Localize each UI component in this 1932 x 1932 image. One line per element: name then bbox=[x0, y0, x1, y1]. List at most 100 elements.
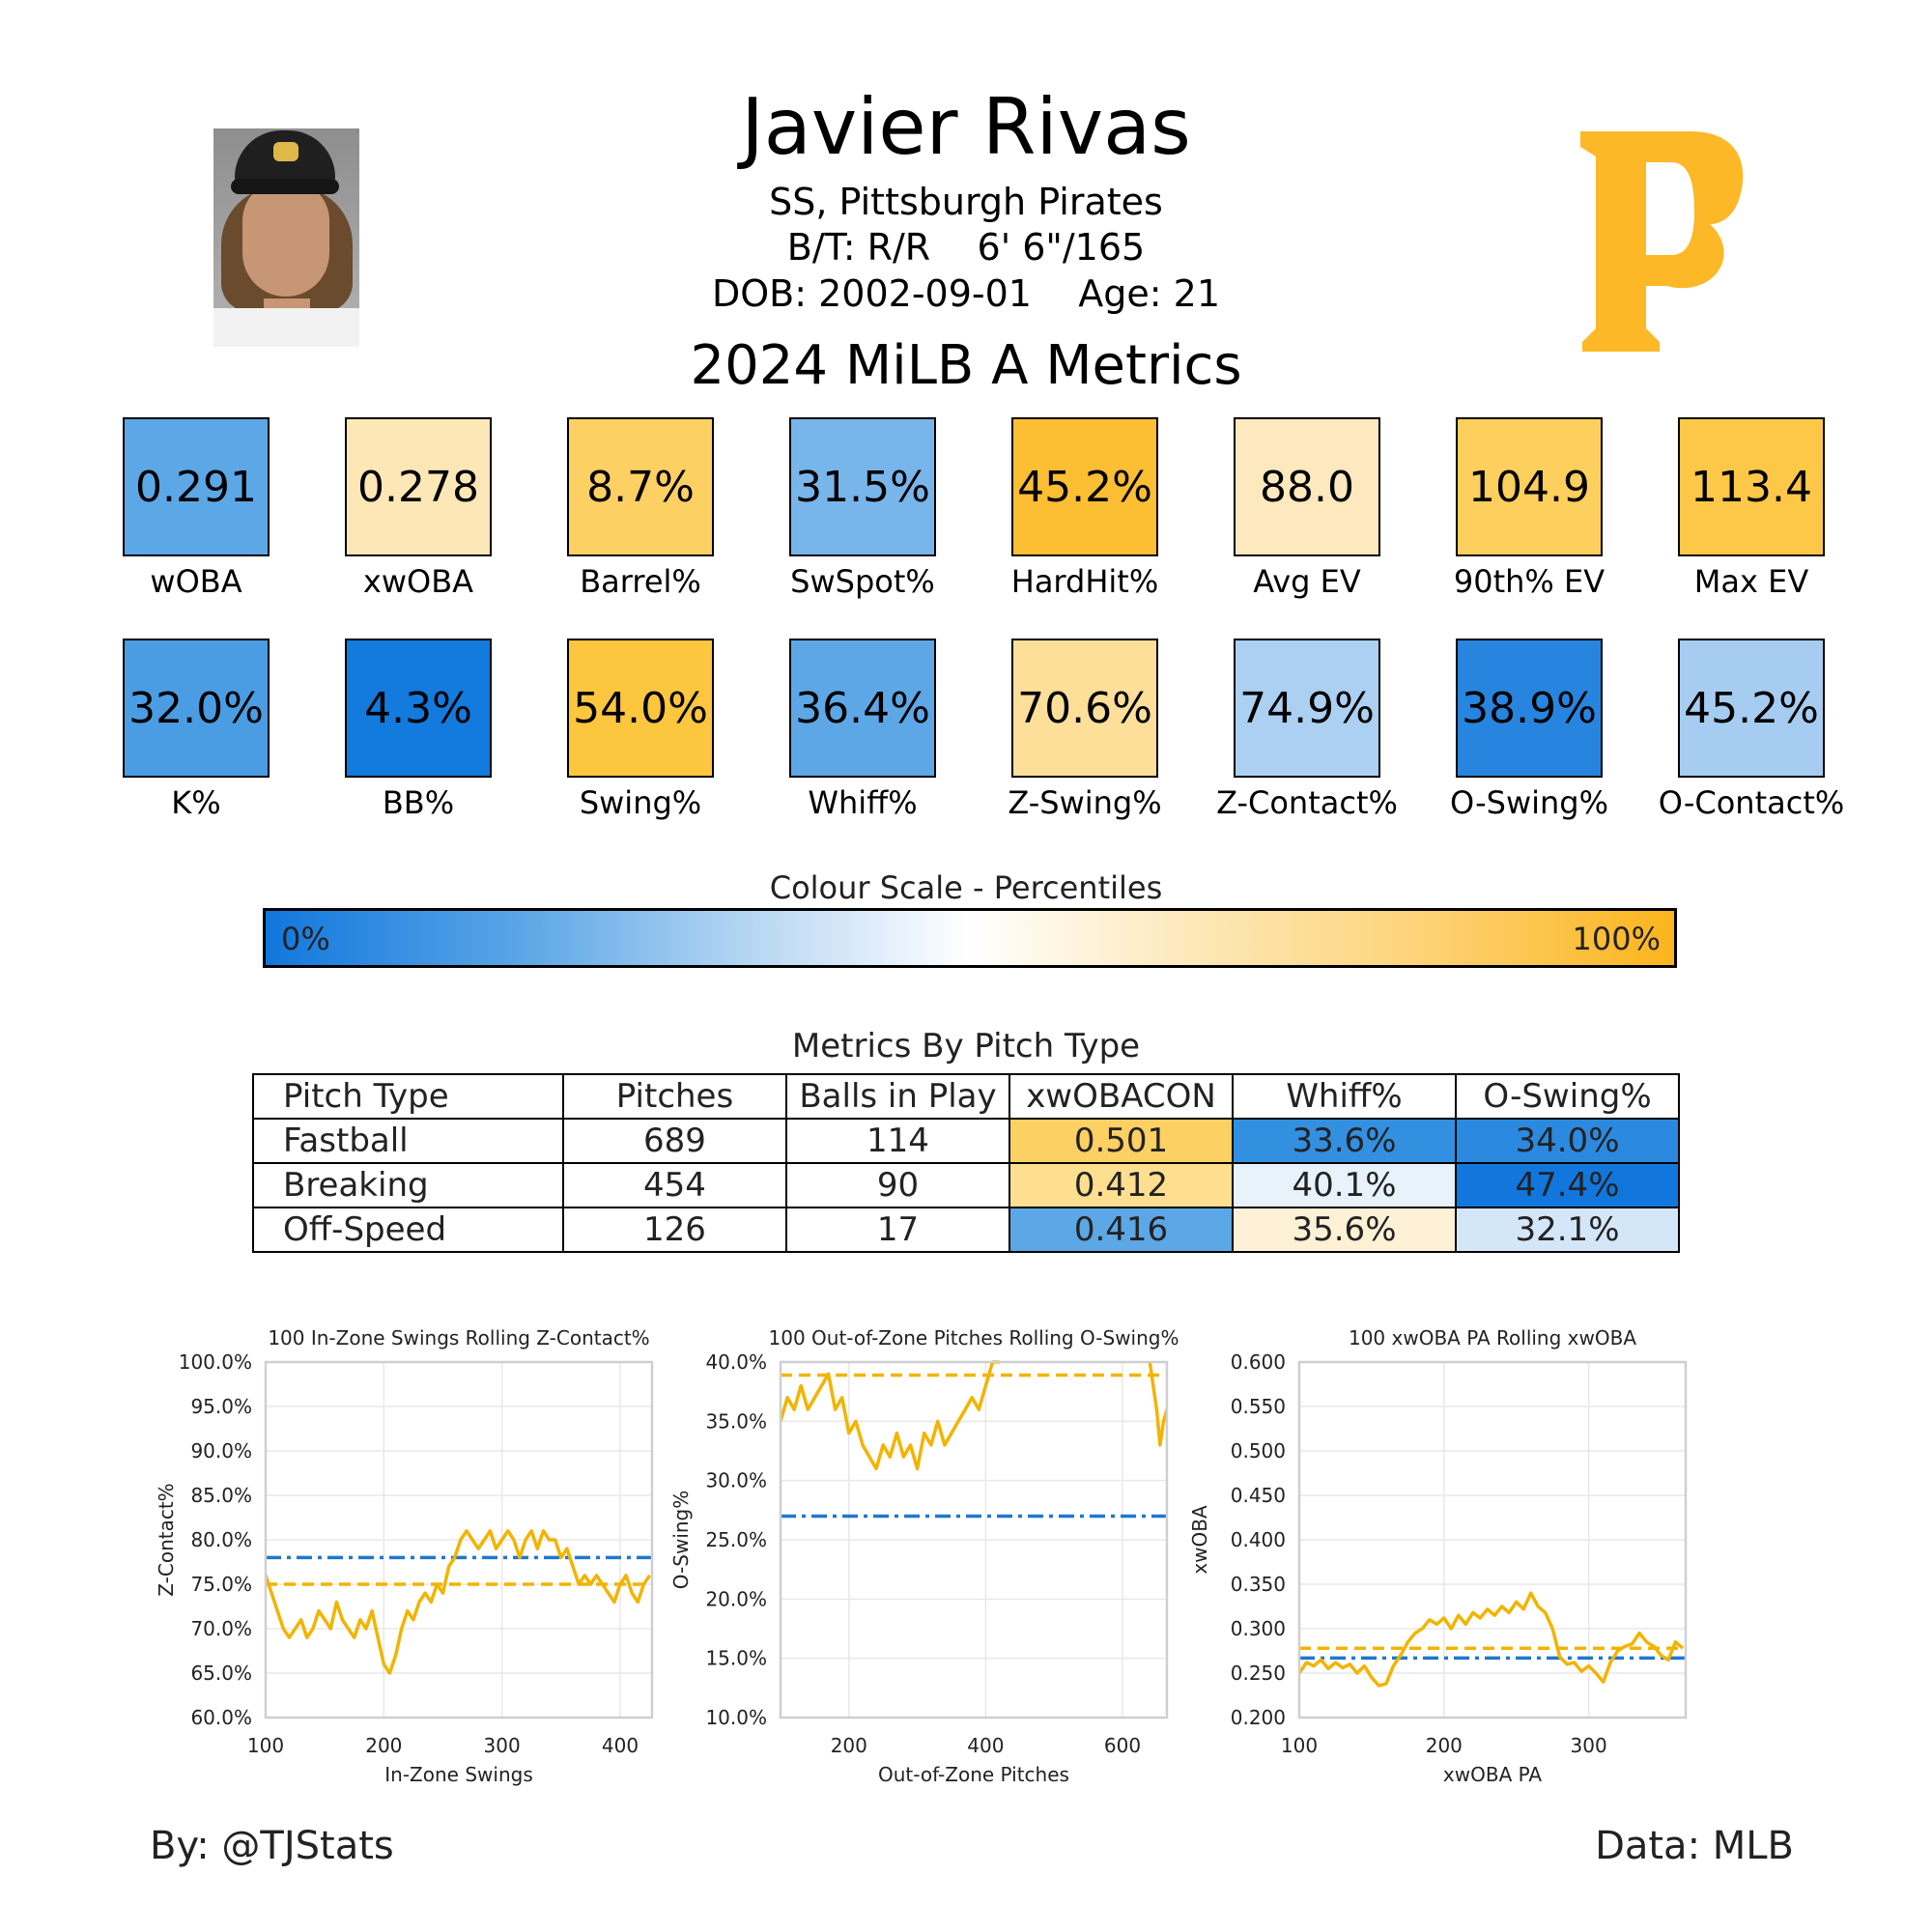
color-scale-bar: 0% 100% bbox=[263, 908, 1677, 968]
metric-label: HardHit% bbox=[1010, 563, 1159, 600]
dob: DOB: 2002-09-01 bbox=[711, 272, 1032, 315]
x-axis-label: Out-of-Zone Pitches bbox=[878, 1763, 1069, 1786]
metric-label: 90th% EV bbox=[1453, 563, 1605, 600]
table-header: Pitches bbox=[562, 1073, 787, 1120]
metric-label: O-Contact% bbox=[1658, 784, 1845, 821]
pitch-table-title: Metrics By Pitch Type bbox=[791, 1027, 1141, 1065]
table-header: Pitch Type bbox=[252, 1073, 564, 1120]
table-cell: 0.412 bbox=[1009, 1162, 1234, 1208]
y-tick-label: 10.0% bbox=[705, 1706, 767, 1729]
metric-label: BB% bbox=[382, 784, 455, 821]
y-tick-label: 75.0% bbox=[190, 1573, 252, 1596]
table-cell: 35.6% bbox=[1232, 1207, 1457, 1253]
table-cell: Breaking bbox=[252, 1162, 564, 1208]
color-scale-max-label: 100% bbox=[1572, 921, 1661, 957]
metric-tile: 54.0% bbox=[567, 639, 714, 778]
metric-tile: 45.2% bbox=[1011, 417, 1158, 556]
player-bio-line: B/T: R/R 6' 6"/165 bbox=[0, 225, 1932, 270]
y-tick-label: 0.450 bbox=[1231, 1484, 1286, 1507]
metric-tile: 38.9% bbox=[1456, 639, 1603, 778]
chart-title: 100 xwOBA PA Rolling xwOBA bbox=[1349, 1326, 1636, 1350]
metric-label: Z-Swing% bbox=[1008, 784, 1162, 821]
metric-tile: 113.4 bbox=[1678, 417, 1825, 556]
player-headshot bbox=[213, 128, 359, 347]
y-tick-label: 0.200 bbox=[1231, 1706, 1286, 1729]
y-axis-label: xwOBA bbox=[1188, 1505, 1211, 1575]
x-tick-label: 400 bbox=[602, 1734, 639, 1757]
metric-tile: 88.0 bbox=[1234, 417, 1380, 556]
y-tick-label: 0.350 bbox=[1231, 1573, 1286, 1596]
y-tick-label: 65.0% bbox=[190, 1662, 252, 1685]
plot-frame bbox=[264, 1360, 654, 1719]
height-weight: 6' 6"/165 bbox=[977, 226, 1146, 269]
metric-label: SwSpot% bbox=[790, 563, 935, 600]
table-cell: 114 bbox=[785, 1118, 1010, 1164]
table-row: Fastball 689 114 0.501 33.6% 34.0% bbox=[252, 1118, 1680, 1164]
table-cell: 34.0% bbox=[1455, 1118, 1680, 1164]
y-tick-label: 0.600 bbox=[1231, 1350, 1286, 1374]
table-cell: 454 bbox=[562, 1162, 787, 1208]
rolling-z-contact-chart: 60.0% 65.0% 70.0% 75.0% 80.0% 85.0% 90.0% 95.0%… bbox=[155, 1326, 654, 1786]
plot-frame bbox=[779, 1360, 1169, 1719]
y-axis-label: O-Swing% bbox=[669, 1491, 693, 1590]
table-cell: 32.1% bbox=[1455, 1207, 1680, 1253]
x-tick-label: 300 bbox=[1571, 1734, 1607, 1757]
metric-label: Avg EV bbox=[1253, 563, 1361, 600]
season-title: 2024 MiLB A Metrics bbox=[690, 334, 1242, 397]
chart-title: 100 In-Zone Swings Rolling Z-Contact% bbox=[268, 1326, 649, 1350]
plot-frame bbox=[1297, 1360, 1688, 1719]
metric-label: Swing% bbox=[579, 784, 702, 821]
table-cell: 47.4% bbox=[1455, 1162, 1680, 1208]
x-axis-label: In-Zone Swings bbox=[384, 1763, 532, 1786]
metric-tile: 0.291 bbox=[123, 417, 270, 556]
table-row: Breaking 454 90 0.412 40.1% 47.4% bbox=[252, 1162, 1680, 1208]
y-tick-label: 0.500 bbox=[1231, 1439, 1286, 1463]
x-tick-label: 400 bbox=[967, 1734, 1004, 1757]
color-scale-title: Colour Scale - Percentiles bbox=[769, 869, 1163, 906]
y-tick-label: 90.0% bbox=[190, 1439, 252, 1463]
y-tick-label: 95.0% bbox=[190, 1395, 252, 1418]
team-logo bbox=[1580, 131, 1744, 352]
metric-label: Z-Contact% bbox=[1216, 784, 1398, 821]
x-tick-label: 200 bbox=[1426, 1734, 1463, 1757]
footer-source: Data: MLB bbox=[1595, 1824, 1794, 1868]
metric-tile: 104.9 bbox=[1456, 417, 1603, 556]
table-cell: 0.416 bbox=[1009, 1207, 1234, 1253]
footer-credit: By: @TJStats bbox=[150, 1824, 394, 1868]
color-scale-min-label: 0% bbox=[281, 921, 330, 957]
y-tick-label: 35.0% bbox=[705, 1409, 767, 1433]
metric-tile: 4.3% bbox=[345, 639, 492, 778]
table-header: Whiff% bbox=[1232, 1073, 1457, 1120]
metric-label: Whiff% bbox=[808, 784, 918, 821]
player-dob-line: DOB: 2002-09-01 Age: 21 bbox=[0, 271, 1932, 316]
metric-label: xwOBA bbox=[362, 563, 474, 600]
metric-label: Barrel% bbox=[580, 563, 701, 600]
x-axis-label: xwOBA PA bbox=[1443, 1763, 1542, 1786]
player-name: Javier Rivas bbox=[741, 82, 1191, 172]
y-tick-label: 0.400 bbox=[1231, 1528, 1286, 1551]
metric-tile: 31.5% bbox=[789, 417, 936, 556]
rolling-series-line bbox=[1148, 1361, 1167, 1447]
rolling-series-line bbox=[1299, 1591, 1685, 1688]
table-cell: 90 bbox=[785, 1162, 1010, 1208]
rolling-series-line bbox=[781, 1360, 1000, 1471]
metric-tile: 0.278 bbox=[345, 417, 492, 556]
table-cell: 17 bbox=[785, 1207, 1010, 1253]
metric-tile: 32.0% bbox=[123, 639, 270, 778]
x-tick-label: 600 bbox=[1104, 1734, 1141, 1757]
y-tick-label: 25.0% bbox=[705, 1528, 767, 1551]
x-tick-label: 100 bbox=[247, 1734, 284, 1757]
metric-tile: 8.7% bbox=[567, 417, 714, 556]
rolling-xwoba-chart: 0.200 0.250 0.300 0.350 0.400 0.450 0.500 0.550… bbox=[1188, 1326, 1688, 1786]
metric-label: K% bbox=[171, 784, 221, 821]
y-axis-label: Z-Contact% bbox=[155, 1483, 178, 1596]
chart-title: 100 Out-of-Zone Pitches Rolling O-Swing% bbox=[769, 1326, 1179, 1350]
x-tick-label: 200 bbox=[365, 1734, 402, 1757]
metric-label: O-Swing% bbox=[1450, 784, 1608, 821]
y-tick-label: 70.0% bbox=[190, 1617, 252, 1640]
table-cell: 689 bbox=[562, 1118, 787, 1164]
rolling-o-swing-chart: 10.0% 15.0% 20.0% 25.0% 30.0% 35.0% 40.0% 200 40… bbox=[669, 1326, 1179, 1786]
y-tick-label: 15.0% bbox=[705, 1647, 767, 1670]
metric-tile: 36.4% bbox=[789, 639, 936, 778]
y-tick-label: 0.300 bbox=[1231, 1617, 1286, 1640]
